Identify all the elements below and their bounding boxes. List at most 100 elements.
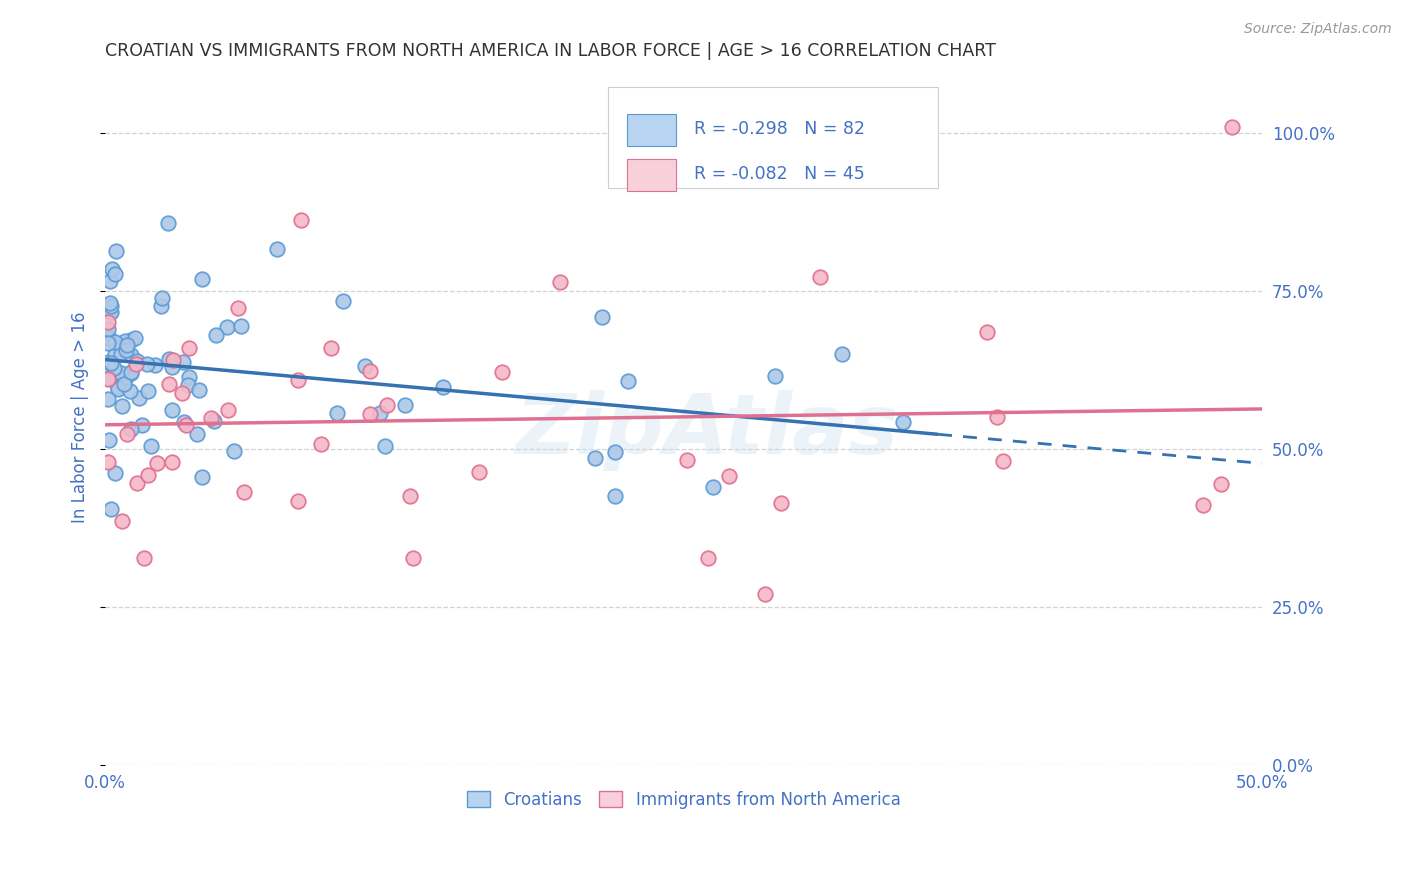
Text: R = -0.298   N = 82: R = -0.298 N = 82 — [695, 120, 865, 138]
Point — [491, 366, 513, 380]
Point — [162, 353, 184, 368]
Point — [112, 377, 135, 392]
Text: CROATIAN VS IMMIGRANTS FROM NORTH AMERICA IN LABOR FORCE | AGE > 16 CORRELATION : CROATIAN VS IMMIGRANTS FROM NORTH AMERIC… — [105, 42, 995, 60]
Point — [104, 244, 127, 258]
Text: Source: ZipAtlas.com: Source: ZipAtlas.com — [1244, 22, 1392, 37]
Point — [124, 331, 146, 345]
Point — [676, 452, 699, 467]
Point — [139, 439, 162, 453]
Point — [103, 361, 125, 376]
Point — [375, 398, 398, 412]
Point — [115, 370, 138, 384]
Point — [96, 315, 118, 329]
Point — [121, 366, 143, 380]
Point — [232, 485, 254, 500]
FancyBboxPatch shape — [627, 159, 675, 191]
Point — [104, 347, 127, 361]
Point — [160, 403, 183, 417]
Text: ZipAtlas: ZipAtlas — [515, 391, 898, 472]
Point — [290, 212, 312, 227]
Point — [101, 262, 124, 277]
Point — [128, 392, 150, 406]
Point — [172, 355, 194, 369]
Point — [368, 406, 391, 420]
Point — [104, 335, 127, 350]
Point — [231, 318, 253, 333]
Point — [146, 456, 169, 470]
Point — [808, 270, 831, 285]
Point — [120, 333, 142, 347]
Point — [1220, 120, 1243, 134]
Point — [326, 406, 349, 420]
Point — [143, 358, 166, 372]
Point — [763, 368, 786, 383]
Point — [976, 325, 998, 339]
Point — [321, 341, 343, 355]
Point — [191, 470, 214, 484]
Point — [115, 426, 138, 441]
Point — [150, 299, 173, 313]
Point — [332, 293, 354, 308]
Point — [110, 347, 132, 361]
Point — [110, 514, 132, 528]
FancyBboxPatch shape — [627, 114, 675, 146]
Point — [100, 356, 122, 370]
Point — [468, 465, 491, 479]
Point — [432, 379, 454, 393]
Point — [98, 274, 121, 288]
Point — [104, 268, 127, 282]
Point — [100, 296, 122, 310]
Point — [617, 374, 640, 388]
Point — [157, 376, 180, 391]
Point — [696, 551, 718, 566]
Point — [177, 377, 200, 392]
Point — [359, 364, 381, 378]
Point — [115, 338, 138, 352]
Point — [131, 417, 153, 432]
Point — [215, 319, 238, 334]
Point — [373, 439, 395, 453]
Point — [754, 587, 776, 601]
Point — [891, 415, 914, 429]
Point — [97, 433, 120, 447]
Point — [353, 359, 375, 373]
Point — [359, 408, 381, 422]
Point — [120, 365, 142, 379]
FancyBboxPatch shape — [609, 87, 938, 188]
Point — [287, 373, 309, 387]
Point — [205, 328, 228, 343]
Point — [1192, 498, 1215, 512]
Point — [107, 382, 129, 396]
Point — [550, 275, 572, 289]
Point — [222, 443, 245, 458]
Point — [179, 341, 201, 355]
Point — [162, 454, 184, 468]
Point — [191, 272, 214, 286]
Point — [100, 304, 122, 318]
Y-axis label: In Labor Force | Age > 16: In Labor Force | Age > 16 — [72, 311, 89, 523]
Point — [107, 380, 129, 394]
Point — [174, 417, 197, 432]
Point — [266, 242, 288, 256]
Point — [156, 216, 179, 230]
Point — [114, 334, 136, 349]
Point — [100, 501, 122, 516]
Point — [135, 357, 157, 371]
Point — [98, 305, 121, 319]
Point — [1209, 476, 1232, 491]
Point — [394, 399, 416, 413]
Point — [136, 467, 159, 482]
Point — [150, 291, 173, 305]
Point — [831, 347, 853, 361]
Point — [173, 416, 195, 430]
Point — [202, 414, 225, 428]
Point — [98, 331, 121, 345]
Point — [603, 445, 626, 459]
Point — [110, 366, 132, 380]
Point — [111, 399, 134, 413]
Point — [702, 480, 724, 494]
Point — [96, 372, 118, 386]
Point — [311, 437, 333, 451]
Text: R = -0.082   N = 45: R = -0.082 N = 45 — [695, 165, 865, 183]
Point — [96, 322, 118, 336]
